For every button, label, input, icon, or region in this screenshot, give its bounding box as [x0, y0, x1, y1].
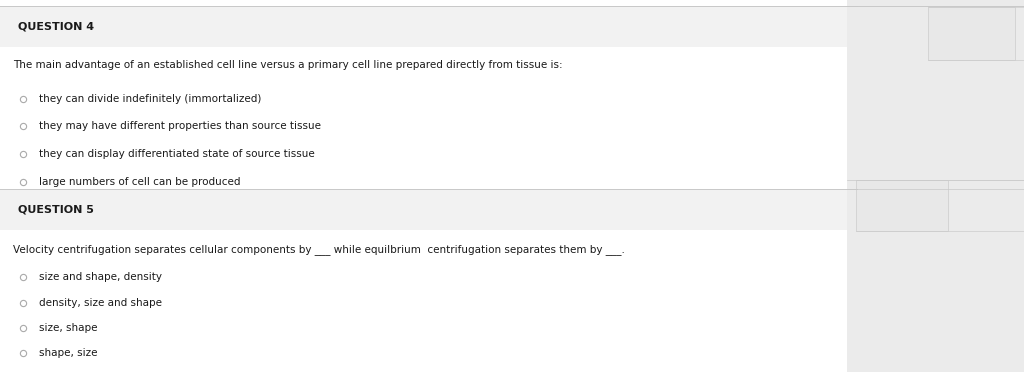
Text: they can display differentiated state of source tissue: they can display differentiated state of…: [39, 150, 314, 159]
Text: Velocity centrifugation separates cellular components by ___ while equilbrium  c: Velocity centrifugation separates cellul…: [13, 244, 626, 255]
Text: QUESTION 4: QUESTION 4: [18, 22, 94, 32]
Text: large numbers of cell can be produced: large numbers of cell can be produced: [39, 177, 241, 187]
Text: The main advantage of an established cell line versus a primary cell line prepar: The main advantage of an established cel…: [13, 60, 563, 70]
FancyBboxPatch shape: [856, 180, 948, 231]
FancyBboxPatch shape: [928, 7, 1015, 60]
Text: size and shape, density: size and shape, density: [39, 272, 162, 282]
Text: density, size and shape: density, size and shape: [39, 298, 162, 308]
Text: size, shape: size, shape: [39, 323, 97, 333]
FancyBboxPatch shape: [847, 0, 1024, 372]
Text: they may have different properties than source tissue: they may have different properties than …: [39, 122, 321, 131]
Text: they can divide indefinitely (immortalized): they can divide indefinitely (immortaliz…: [39, 94, 261, 103]
Text: QUESTION 5: QUESTION 5: [18, 205, 94, 214]
FancyBboxPatch shape: [0, 0, 847, 372]
Text: shape, size: shape, size: [39, 349, 97, 358]
FancyBboxPatch shape: [0, 189, 847, 230]
FancyBboxPatch shape: [0, 6, 847, 46]
